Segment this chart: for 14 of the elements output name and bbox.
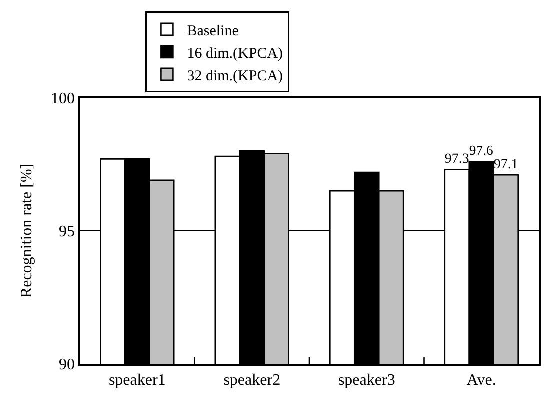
y-tick-label: 90 (59, 356, 76, 374)
y-tick-label: 100 (51, 90, 76, 108)
x-tick-label: speaker1 (108, 372, 166, 389)
x-tick-label: speaker2 (224, 372, 281, 389)
x-tick-label: speaker3 (338, 372, 396, 389)
y-axis-title: Recognition rate [%] (18, 164, 36, 298)
data-label: 97.3 (444, 152, 470, 168)
data-label: 97.1 (494, 157, 518, 172)
y-tick-label: 95 (59, 224, 76, 241)
x-tick-label: Ave. (466, 372, 496, 389)
legend-label: Baseline (187, 23, 240, 40)
legend-label: 16 dim.(KPCA) (187, 46, 284, 62)
data-label: 97.6 (469, 143, 494, 158)
legend-label: 32 dim.(KPCA) (187, 68, 284, 84)
